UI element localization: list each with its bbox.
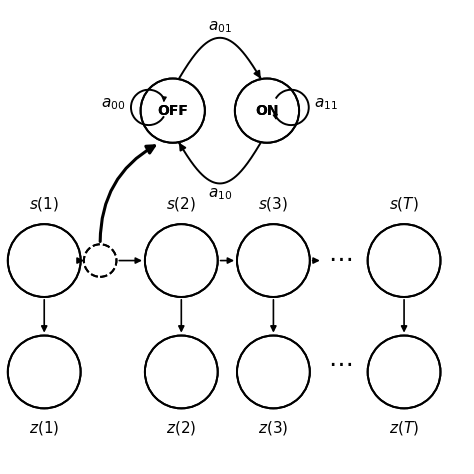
Text: $a_{01}$: $a_{01}$ — [208, 19, 232, 35]
Text: OFF: OFF — [157, 104, 188, 118]
Text: $a_{11}$: $a_{11}$ — [314, 96, 338, 112]
Text: OFF: OFF — [157, 104, 188, 118]
Text: ON: ON — [255, 104, 279, 118]
Text: $z(T)$: $z(T)$ — [389, 419, 419, 437]
Text: $\cdots$: $\cdots$ — [328, 246, 352, 271]
Text: $z(3)$: $z(3)$ — [258, 419, 289, 437]
Text: $s(T)$: $s(T)$ — [389, 195, 419, 213]
Text: $s(1)$: $s(1)$ — [29, 195, 59, 213]
Text: $a_{00}$: $a_{00}$ — [101, 96, 126, 112]
Text: ON: ON — [255, 104, 279, 118]
Text: $a_{10}$: $a_{10}$ — [208, 186, 232, 202]
Text: $s(2)$: $s(2)$ — [166, 195, 196, 213]
Text: $s(3)$: $s(3)$ — [258, 195, 289, 213]
Text: $\cdots$: $\cdots$ — [328, 351, 352, 375]
Text: $z(2)$: $z(2)$ — [166, 419, 196, 437]
Text: $z(1)$: $z(1)$ — [29, 419, 59, 437]
